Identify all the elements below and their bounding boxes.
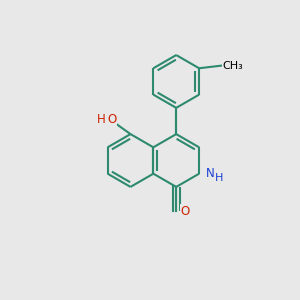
Text: N: N (206, 167, 215, 180)
Text: O: O (181, 205, 190, 218)
Text: H: H (214, 173, 223, 183)
Text: CH₃: CH₃ (222, 61, 243, 70)
Text: H: H (97, 112, 106, 126)
Text: O: O (107, 112, 116, 126)
